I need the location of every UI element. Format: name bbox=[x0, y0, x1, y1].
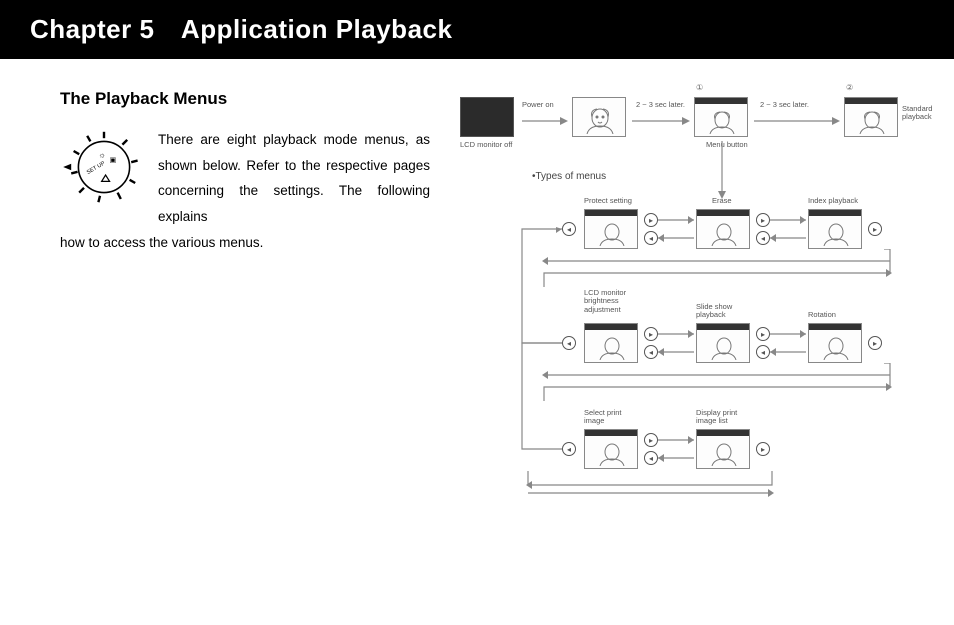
rotation-thumb bbox=[808, 323, 862, 363]
menu-connector bbox=[658, 454, 694, 462]
flow-diagram: ① ② Power on LCD monitor off 2 ~ 3 sec l… bbox=[460, 89, 920, 255]
protect-label: Protect setting bbox=[584, 197, 632, 205]
menu-connector bbox=[658, 330, 694, 338]
brightness-label: LCD monitor brightness adjustment bbox=[584, 289, 654, 314]
erase-label: Erase bbox=[712, 197, 732, 205]
nav-right-button[interactable]: ▸ bbox=[756, 213, 770, 227]
left-column: The Playback Menus bbox=[60, 89, 460, 255]
menu-connector bbox=[770, 348, 806, 356]
nav-right-button[interactable]: ▸ bbox=[756, 327, 770, 341]
print-list-label: Display print image list bbox=[696, 409, 756, 426]
menu-connector bbox=[658, 234, 694, 242]
flow-arrow-down bbox=[716, 139, 728, 199]
nav-right-button[interactable]: ▸ bbox=[868, 222, 882, 236]
lcd-off-label: LCD monitor off bbox=[460, 141, 512, 149]
wait-label-2: 2 ~ 3 sec later. bbox=[760, 101, 809, 109]
menu-connector bbox=[770, 330, 806, 338]
svg-text:SET UP: SET UP bbox=[86, 161, 107, 176]
print-list-thumb bbox=[696, 429, 750, 469]
menu-connector bbox=[770, 234, 806, 242]
svg-text:☼: ☼ bbox=[98, 150, 105, 159]
playback-thumb-1 bbox=[572, 97, 626, 137]
nav-left-button[interactable]: ◂ bbox=[644, 451, 658, 465]
nav-left-button[interactable]: ◂ bbox=[644, 231, 658, 245]
section-heading: The Playback Menus bbox=[60, 89, 430, 109]
step-number-1: ① bbox=[696, 83, 703, 92]
flow-arrow bbox=[752, 115, 840, 127]
menu-connector bbox=[658, 436, 694, 444]
nav-right-button[interactable]: ▸ bbox=[644, 433, 658, 447]
wait-label-1: 2 ~ 3 sec later. bbox=[636, 101, 685, 109]
row-connector-1-2 bbox=[542, 249, 892, 289]
slideshow-thumb bbox=[696, 323, 750, 363]
nav-right-button[interactable]: ▸ bbox=[644, 327, 658, 341]
select-print-thumb bbox=[584, 429, 638, 469]
chapter-title: Chapter 5 Application Playback bbox=[30, 14, 452, 44]
menu-connector bbox=[770, 216, 806, 224]
flow-arrow bbox=[520, 115, 568, 127]
menu-connector bbox=[658, 348, 694, 356]
standard-playback-label: Standard playback bbox=[902, 105, 942, 122]
nav-right-button[interactable]: ▸ bbox=[756, 442, 770, 456]
brightness-thumb bbox=[584, 323, 638, 363]
lcd-off-thumb bbox=[460, 97, 514, 137]
slideshow-label: Slide show playback bbox=[696, 303, 750, 320]
nav-left-button[interactable]: ◂ bbox=[562, 336, 576, 350]
intro-text-1: There are eight playback mode menus, as … bbox=[158, 127, 430, 230]
protect-thumb bbox=[584, 209, 638, 249]
nav-right-button[interactable]: ▸ bbox=[644, 213, 658, 227]
svg-text:▣: ▣ bbox=[110, 155, 117, 164]
types-heading: •Types of menus bbox=[532, 171, 606, 182]
erase-thumb bbox=[696, 209, 750, 249]
flow-arrow bbox=[630, 115, 690, 127]
power-on-label: Power on bbox=[522, 101, 554, 109]
row-connector-2-3 bbox=[542, 363, 892, 403]
step-number-2: ② bbox=[846, 83, 853, 92]
menu-connector bbox=[658, 216, 694, 224]
index-label: Index playback bbox=[808, 197, 858, 205]
page-content: The Playback Menus bbox=[0, 59, 954, 255]
index-thumb bbox=[808, 209, 862, 249]
nav-left-button[interactable]: ◂ bbox=[562, 222, 576, 236]
nav-left-button[interactable]: ◂ bbox=[562, 442, 576, 456]
nav-left-button[interactable]: ◂ bbox=[756, 345, 770, 359]
select-print-label: Select print image bbox=[584, 409, 640, 426]
playback-thumb-3 bbox=[844, 97, 898, 137]
playback-thumb-2 bbox=[694, 97, 748, 137]
nav-left-button[interactable]: ◂ bbox=[756, 231, 770, 245]
chapter-banner: Chapter 5 Application Playback bbox=[0, 0, 954, 59]
nav-right-button[interactable]: ▸ bbox=[868, 336, 882, 350]
intro-text-2: how to access the various menus. bbox=[60, 230, 430, 256]
rotation-label: Rotation bbox=[808, 311, 836, 319]
intro-block: ☼ ▣ SET UP There are eight playback mode… bbox=[60, 127, 430, 230]
row-connector-3-wrap bbox=[524, 471, 776, 499]
mode-dial-icon: ☼ ▣ SET UP bbox=[60, 127, 140, 207]
nav-left-button[interactable]: ◂ bbox=[644, 345, 658, 359]
